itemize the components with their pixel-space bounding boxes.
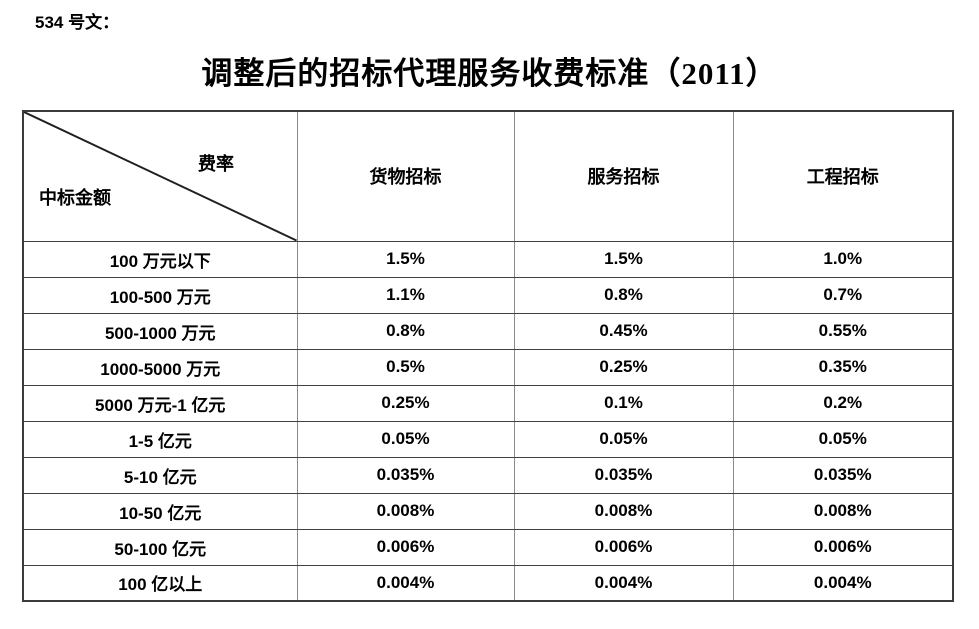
rate-cell: 0.8% — [513, 276, 734, 314]
amount-range-cell: 5000 万元-1 亿元 — [22, 384, 298, 422]
table-row: 5000 万元-1 亿元 0.25% 0.1% 0.2% — [22, 384, 954, 422]
rate-cell: 0.006% — [732, 528, 954, 566]
table-row: 100 亿以上 0.004% 0.004% 0.004% — [22, 564, 954, 602]
rate-cell: 0.55% — [732, 312, 954, 350]
rate-cell: 0.004% — [513, 564, 734, 602]
table-row: 1000-5000 万元 0.5% 0.25% 0.35% — [22, 348, 954, 386]
rate-cell: 0.2% — [732, 384, 954, 422]
rate-cell: 0.5% — [296, 348, 515, 386]
rate-cell: 0.008% — [732, 492, 954, 530]
column-header-engineering: 工程招标 — [732, 110, 954, 242]
rate-cell: 0.035% — [513, 456, 734, 494]
amount-range-cell: 1000-5000 万元 — [22, 348, 298, 386]
rate-cell: 0.006% — [513, 528, 734, 566]
amount-range-cell: 100-500 万元 — [22, 276, 298, 314]
column-header-goods: 货物招标 — [296, 110, 515, 242]
amount-range-cell: 1-5 亿元 — [22, 420, 298, 458]
doc-number-label: 534 号文： — [35, 13, 120, 32]
rate-cell: 1.1% — [296, 276, 515, 314]
fee-rate-table: 费率 中标金额 货物招标 服务招标 工程招标 100 万元以下 1.5% 1.5… — [22, 110, 954, 602]
rate-cell: 0.004% — [296, 564, 515, 602]
rate-cell: 1.5% — [513, 240, 734, 278]
amount-axis-label: 中标金额 — [39, 188, 111, 208]
diagonal-line — [24, 112, 297, 241]
table-row: 500-1000 万元 0.8% 0.45% 0.55% — [22, 312, 954, 350]
amount-range-cell: 50-100 亿元 — [22, 528, 298, 566]
rate-cell: 0.05% — [513, 420, 734, 458]
diagonal-corner-cell: 费率 中标金额 — [22, 110, 298, 242]
table-header-row: 费率 中标金额 货物招标 服务招标 工程招标 — [22, 110, 954, 242]
rate-cell: 0.35% — [732, 348, 954, 386]
rate-cell: 0.006% — [296, 528, 515, 566]
amount-range-cell: 100 亿以上 — [22, 564, 298, 602]
rate-cell: 0.45% — [513, 312, 734, 350]
column-header-services: 服务招标 — [513, 110, 734, 242]
amount-range-cell: 500-1000 万元 — [22, 312, 298, 350]
amount-range-cell: 100 万元以下 — [22, 240, 298, 278]
rate-cell: 0.05% — [732, 420, 954, 458]
table-row: 10-50 亿元 0.008% 0.008% 0.008% — [22, 492, 954, 530]
rate-cell: 0.25% — [296, 384, 515, 422]
page-title: 调整后的招标代理服务收费标准（2011） — [201, 56, 778, 91]
amount-range-cell: 5-10 亿元 — [22, 456, 298, 494]
rate-cell: 0.25% — [513, 348, 734, 386]
rate-cell: 0.035% — [296, 456, 515, 494]
table-row: 50-100 亿元 0.006% 0.006% 0.006% — [22, 528, 954, 566]
rate-cell: 0.8% — [296, 312, 515, 350]
table-row: 100-500 万元 1.1% 0.8% 0.7% — [22, 276, 954, 314]
table-row: 5-10 亿元 0.035% 0.035% 0.035% — [22, 456, 954, 494]
rate-cell: 0.004% — [732, 564, 954, 602]
rate-cell: 0.035% — [732, 456, 954, 494]
rate-cell: 0.7% — [732, 276, 954, 314]
rate-axis-label: 费率 — [198, 154, 234, 174]
table-row: 100 万元以下 1.5% 1.5% 1.0% — [22, 240, 954, 278]
rate-cell: 0.1% — [513, 384, 734, 422]
amount-range-cell: 10-50 亿元 — [22, 492, 298, 530]
rate-cell: 0.008% — [296, 492, 515, 530]
rate-cell: 1.0% — [732, 240, 954, 278]
rate-cell: 0.05% — [296, 420, 515, 458]
rate-cell: 0.008% — [513, 492, 734, 530]
table-row: 1-5 亿元 0.05% 0.05% 0.05% — [22, 420, 954, 458]
rate-cell: 1.5% — [296, 240, 515, 278]
